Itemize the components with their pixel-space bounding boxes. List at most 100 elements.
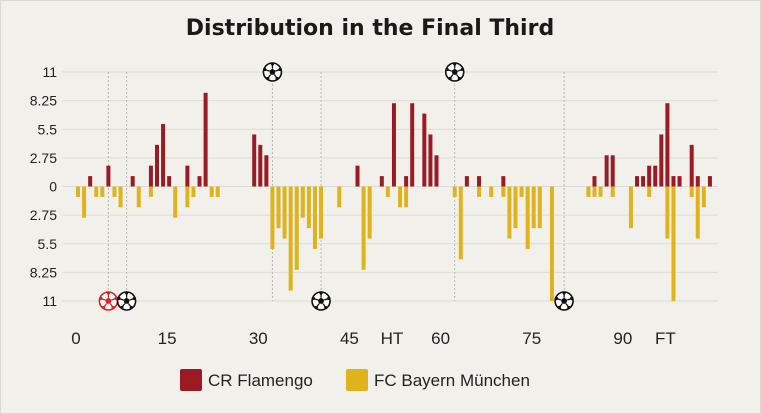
bar-bayern — [82, 186, 87, 218]
bar-bayern — [689, 186, 694, 197]
x-tick-label: 90 — [613, 329, 632, 348]
bar-flamengo — [404, 176, 409, 187]
bar-flamengo — [379, 176, 384, 187]
bar-flamengo — [592, 176, 597, 187]
bar-flamengo — [106, 165, 111, 187]
bar-bayern — [586, 186, 591, 197]
y-tick-label: 0 — [49, 179, 57, 195]
bar-flamengo — [635, 176, 640, 187]
x-tick-label: 45 — [340, 329, 359, 348]
bar-flamengo — [252, 134, 257, 187]
bar-flamengo — [410, 103, 415, 187]
bar-flamengo — [477, 176, 482, 187]
bar-flamengo — [647, 165, 652, 187]
bar-bayern — [288, 186, 293, 291]
bar-flamengo — [641, 176, 646, 187]
bar-bayern — [100, 186, 105, 197]
bar-bayern — [94, 186, 99, 197]
legend-label-bayern: FC Bayern München — [374, 371, 530, 390]
y-tick-label: 5.5 — [38, 121, 58, 137]
bar-bayern — [489, 186, 494, 197]
legend-swatch-flamengo — [180, 369, 202, 391]
y-tick-label: 2.75 — [30, 150, 57, 166]
bar-bayern — [549, 186, 554, 301]
soccer-ball-icon — [262, 62, 283, 82]
bar-bayern — [300, 186, 305, 218]
bar-flamengo — [258, 144, 263, 187]
bar-bayern — [513, 186, 518, 229]
bar-flamengo — [355, 165, 360, 187]
bar-bayern — [537, 186, 542, 229]
bar-flamengo — [391, 103, 396, 187]
bar-flamengo — [203, 92, 208, 187]
bar-flamengo — [88, 176, 93, 187]
bar-bayern — [270, 186, 275, 249]
bar-flamengo — [653, 165, 658, 187]
bar-flamengo — [434, 155, 439, 187]
y-tick-label: 11 — [42, 64, 57, 80]
y-tick-label: 8.25 — [30, 93, 57, 109]
bar-bayern — [185, 186, 190, 208]
legend: CR Flamengo FC Bayern München — [180, 369, 530, 391]
bar-bayern — [112, 186, 117, 197]
bar-bayern — [337, 186, 342, 208]
bar-bayern — [598, 186, 603, 197]
y-tick-label: 8.25 — [30, 264, 57, 280]
bar-flamengo — [185, 165, 190, 187]
x-tick-label: 75 — [522, 329, 541, 348]
bar-bayern — [525, 186, 530, 249]
bar-bayern — [610, 186, 615, 197]
soccer-ball-icon — [311, 291, 331, 311]
bar-flamengo — [130, 176, 135, 187]
bar-bayern — [136, 186, 141, 208]
chart-title: Distribution in the Final Third — [186, 16, 554, 41]
bar-bayern — [118, 186, 123, 208]
bar-bayern — [665, 186, 670, 239]
bar-bayern — [276, 186, 281, 229]
bar-flamengo — [659, 134, 664, 187]
y-axis-ticks: 11 8.25 5.5 2.75 0 2.75 5.5 8.25 11 — [30, 64, 57, 309]
bar-bayern — [306, 186, 311, 229]
bar-flamengo — [501, 176, 506, 187]
bar-bayern — [191, 186, 196, 197]
x-tick-label: HT — [381, 329, 404, 348]
bar-flamengo — [604, 155, 609, 187]
bar-bayern — [215, 186, 220, 197]
bar-bayern — [628, 186, 633, 229]
x-tick-label: 15 — [158, 329, 177, 348]
soccer-ball-icon — [444, 62, 465, 82]
bar-flamengo — [154, 144, 159, 187]
bar-bayern — [671, 186, 676, 301]
soccer-ball-icon — [554, 291, 574, 311]
goal-markers-layer — [98, 62, 574, 311]
y-tick-label: 5.5 — [38, 236, 58, 252]
bar-bayern — [367, 186, 372, 239]
bar-flamengo — [677, 176, 682, 187]
grid-layer — [62, 71, 718, 302]
x-tick-label: FT — [655, 329, 676, 348]
bar-flamengo — [161, 124, 166, 187]
bar-bayern — [501, 186, 506, 197]
bar-bayern — [282, 186, 287, 239]
bar-flamengo — [464, 176, 469, 187]
legend-swatch-bayern — [346, 369, 368, 391]
bar-bayern — [385, 186, 390, 197]
bar-flamengo — [610, 155, 615, 187]
bar-bayern — [531, 186, 536, 229]
bar-bayern — [507, 186, 512, 239]
bars-layer — [76, 92, 712, 301]
y-tick-label: 11 — [42, 293, 57, 309]
bar-flamengo — [689, 144, 694, 187]
bar-flamengo — [428, 134, 433, 187]
bar-flamengo — [665, 103, 670, 187]
bar-bayern — [209, 186, 214, 197]
bar-bayern — [319, 186, 324, 239]
bar-flamengo — [422, 113, 427, 187]
bar-flamengo — [695, 176, 700, 187]
bar-flamengo — [671, 176, 676, 187]
bar-flamengo — [264, 155, 269, 187]
x-tick-label: 0 — [71, 329, 80, 348]
bar-flamengo — [167, 176, 172, 187]
